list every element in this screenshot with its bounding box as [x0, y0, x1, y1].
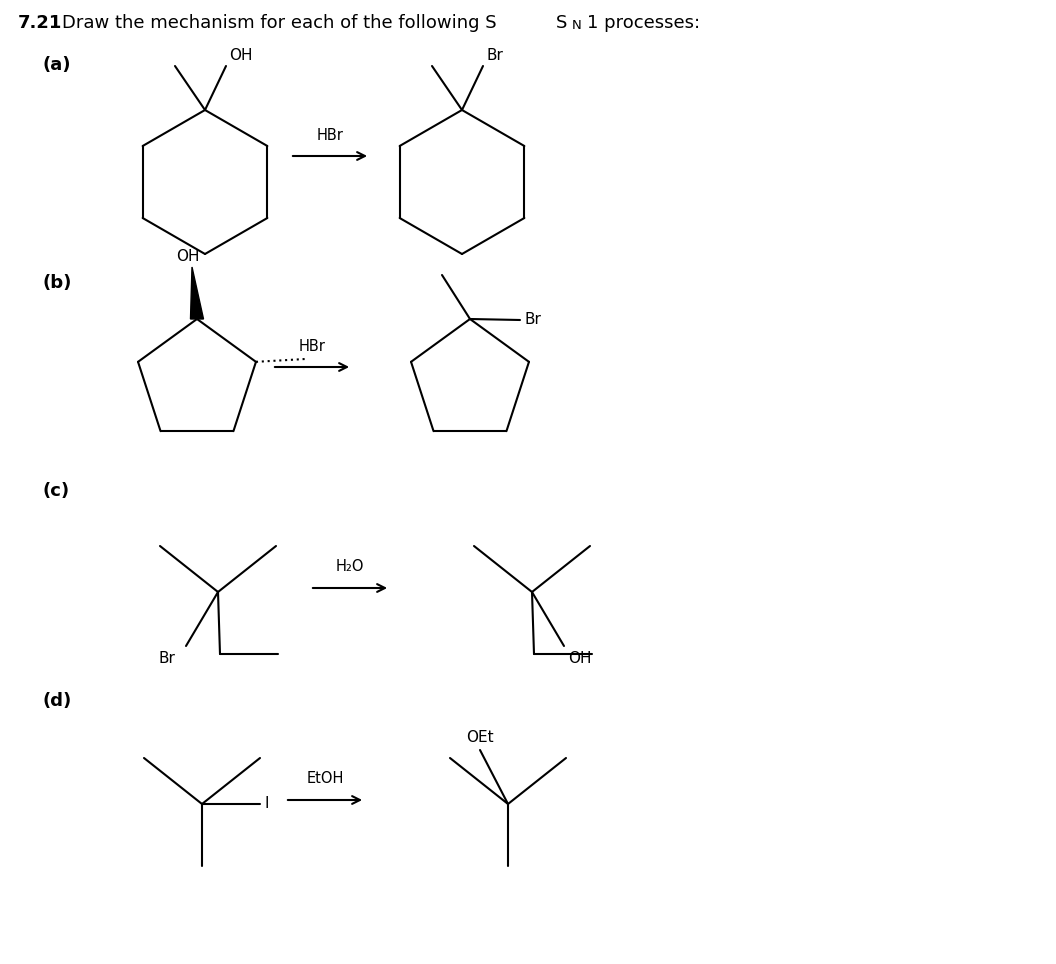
Text: I: I — [265, 796, 269, 812]
Text: Br: Br — [159, 651, 176, 666]
Text: (c): (c) — [42, 482, 69, 500]
Text: H₂O: H₂O — [336, 559, 364, 574]
Text: OEt: OEt — [466, 730, 494, 745]
Text: N: N — [571, 18, 581, 32]
Text: OH: OH — [176, 249, 200, 264]
Text: OH: OH — [568, 651, 591, 666]
Text: Br: Br — [524, 312, 541, 328]
Text: 1 processes:: 1 processes: — [587, 14, 700, 32]
Text: EtOH: EtOH — [306, 771, 343, 786]
Text: (a): (a) — [42, 56, 71, 74]
Text: S: S — [555, 14, 567, 32]
Text: (b): (b) — [42, 274, 72, 292]
Text: HBr: HBr — [317, 128, 343, 143]
Text: (d): (d) — [42, 692, 71, 710]
Text: OH: OH — [229, 48, 252, 63]
Text: 7.21: 7.21 — [18, 14, 62, 32]
Text: HBr: HBr — [299, 339, 325, 354]
Polygon shape — [190, 267, 204, 319]
Text: Draw the mechanism for each of the following S: Draw the mechanism for each of the follo… — [62, 14, 496, 32]
Text: Br: Br — [486, 48, 503, 63]
